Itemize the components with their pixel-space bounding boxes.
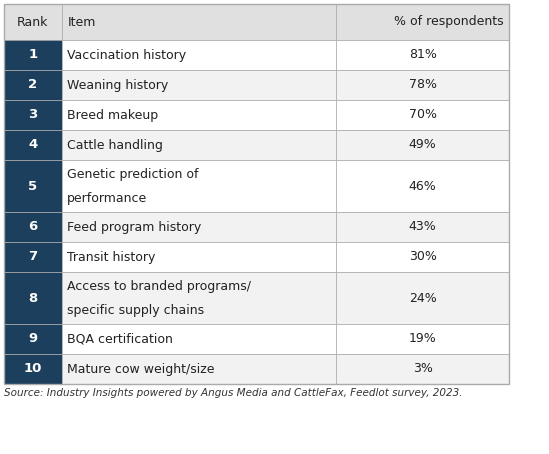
Text: 9: 9 [28,332,37,345]
Text: 4: 4 [28,138,37,152]
Text: 10: 10 [24,362,42,375]
Bar [4,272,509,324]
Text: Transit history: Transit history [68,251,155,263]
Text: 78%: 78% [408,79,436,92]
Text: Genetic prediction of: Genetic prediction of [68,168,199,181]
Text: 5: 5 [28,179,37,192]
Text: 3%: 3% [413,362,433,375]
Text: 3: 3 [28,109,37,122]
Bar [4,40,61,70]
Bar [337,70,509,100]
Text: 24%: 24% [409,291,436,305]
Text: Access to branded programs/: Access to branded programs/ [68,280,251,293]
Bar [4,324,61,354]
Bar [4,4,61,40]
Text: Source: Industry Insights powered by Angus Media and CattleFax, Feedlot survey, : Source: Industry Insights powered by Ang… [4,388,462,398]
Bar [4,130,509,160]
Bar [4,354,509,384]
Text: 6: 6 [28,221,37,233]
Bar [61,40,337,70]
Bar [4,70,509,100]
Bar [337,354,509,384]
Bar [337,242,509,272]
Bar [4,212,509,242]
Bar [4,70,61,100]
Bar [4,130,61,160]
Bar [337,4,509,40]
Text: 43%: 43% [409,221,436,233]
Bar [4,242,61,272]
Bar [61,100,337,130]
Bar [4,242,509,272]
Text: 1: 1 [28,49,37,61]
Text: 70%: 70% [408,109,436,122]
Bar [4,4,509,40]
Bar [4,272,61,324]
Bar [4,354,61,384]
Bar [4,100,509,130]
Text: 8: 8 [28,291,37,305]
Text: 49%: 49% [409,138,436,152]
Text: Rank: Rank [17,15,48,29]
Text: Cattle handling: Cattle handling [68,138,163,152]
Text: specific supply chains: specific supply chains [68,304,204,317]
Bar [61,272,337,324]
Bar [61,324,337,354]
Text: 19%: 19% [409,332,436,345]
Bar [4,160,61,212]
Bar [61,130,337,160]
Bar [337,212,509,242]
Text: Breed makeup: Breed makeup [68,109,159,122]
Bar [337,40,509,70]
Bar [337,100,509,130]
Text: 46%: 46% [409,179,436,192]
Text: % of respondents: % of respondents [394,15,503,29]
Text: Weaning history: Weaning history [68,79,169,92]
Bar [4,100,61,130]
Bar [61,4,337,40]
Text: Feed program history: Feed program history [68,221,201,233]
Text: BQA certification: BQA certification [68,332,173,345]
Bar [337,160,509,212]
Bar [4,4,509,384]
Bar [4,324,509,354]
Bar [61,242,337,272]
Text: 81%: 81% [409,49,436,61]
Text: Mature cow weight/size: Mature cow weight/size [68,362,215,375]
Bar [4,160,509,212]
Bar [61,354,337,384]
Text: 30%: 30% [409,251,436,263]
Text: Item: Item [68,15,96,29]
Bar [61,160,337,212]
Bar [61,70,337,100]
Bar [61,212,337,242]
Text: 7: 7 [28,251,37,263]
Bar [4,40,509,70]
Text: performance: performance [68,192,148,205]
Bar [337,130,509,160]
Bar [337,272,509,324]
Bar [337,324,509,354]
Text: Vaccination history: Vaccination history [68,49,187,61]
Bar [4,212,61,242]
Text: 2: 2 [28,79,37,92]
